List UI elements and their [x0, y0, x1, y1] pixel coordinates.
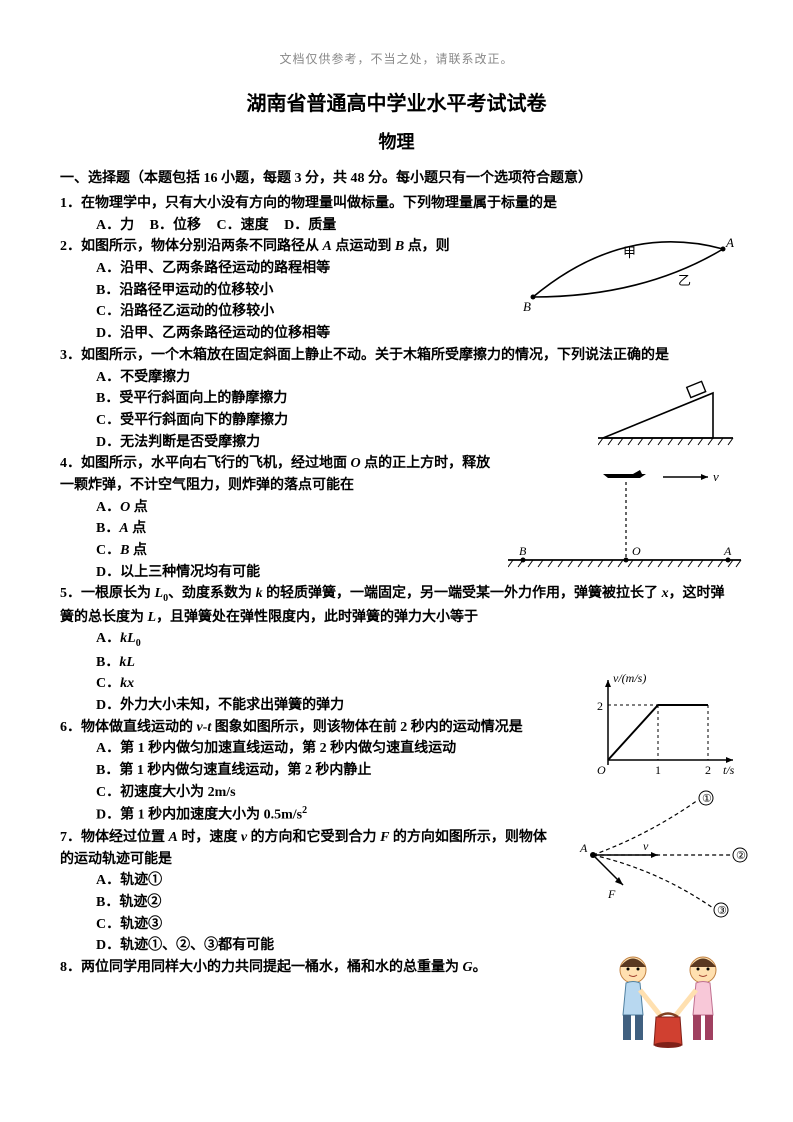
- svg-text:②: ②: [736, 850, 746, 862]
- svg-text:A: A: [579, 841, 588, 855]
- doc-title: 湖南省普通高中学业水平考试试卷: [60, 87, 733, 116]
- svg-text:B: B: [523, 299, 531, 314]
- q1-optB: B．位移: [150, 218, 201, 233]
- svg-text:v: v: [713, 469, 719, 484]
- svg-text:③: ③: [717, 905, 727, 917]
- svg-text:O: O: [597, 763, 606, 777]
- q1-options: A．力 B．位移 C．速度 D．质量: [60, 215, 733, 237]
- svg-text:v/(m/s): v/(m/s): [613, 671, 646, 685]
- q6-optA: A．第 1 秒内做匀加速直线运动，第 2 秒内做匀速直线运动: [96, 738, 583, 760]
- q4-figure: v B O A: [508, 460, 743, 585]
- q7-figure: A v F ① ② ③: [568, 790, 748, 920]
- svg-text:A: A: [725, 237, 734, 250]
- q3-figure: [598, 378, 738, 453]
- q6-optB: B．第 1 秒内做匀速直线运动，第 2 秒内静止: [96, 760, 583, 782]
- q8-figure: [598, 945, 738, 1055]
- svg-text:F: F: [607, 887, 616, 901]
- svg-text:t/s: t/s: [723, 763, 735, 777]
- svg-text:O: O: [632, 544, 641, 558]
- q2-optD: D．沿甲、乙两条路径运动的位移相等: [96, 323, 733, 345]
- q5-stem: 5．一根原长为 L0、劲度系数为 k 的轻质弹簧，一端固定，另一端受某一外力作用…: [60, 583, 733, 628]
- q1-optA: A．力: [96, 218, 134, 233]
- svg-text:A: A: [723, 544, 732, 558]
- q1-optD: D．质量: [284, 218, 336, 233]
- q6-optC: C．初速度大小为 2m/s: [96, 782, 583, 804]
- svg-text:①: ①: [702, 793, 712, 805]
- svg-text:甲: 甲: [623, 245, 636, 260]
- svg-text:v: v: [643, 839, 649, 853]
- section-heading: 一、选择题（本题包括 16 小题，每题 3 分，共 48 分。每小题只有一个选项…: [60, 168, 733, 189]
- q3-stem: 3．如图所示，一个木箱放在固定斜面上静止不动。关于木箱所受摩擦力的情况，下列说法…: [60, 345, 733, 367]
- svg-text:B: B: [519, 544, 527, 558]
- svg-text:2: 2: [705, 763, 711, 777]
- svg-text:2: 2: [597, 699, 603, 713]
- q1-optC: C．速度: [216, 218, 268, 233]
- header-note: 文档仅供参考，不当之处，请联系改正。: [60, 50, 733, 67]
- q6-optD: D．第 1 秒内加速度大小为 0.5m/s2: [96, 803, 583, 826]
- svg-text:乙: 乙: [678, 273, 691, 288]
- q6-figure: v/(m/s) t/s O 2 1 2: [583, 670, 743, 780]
- q5-optA: A．kL0: [96, 628, 733, 651]
- q2-figure: A B 甲 乙: [523, 237, 738, 317]
- q1-stem: 1．在物理学中，只有大小没有方向的物理量叫做标量。下列物理量属于标量的是: [60, 193, 733, 215]
- doc-subtitle: 物理: [60, 128, 733, 154]
- page: 文档仅供参考，不当之处，请联系改正。 湖南省普通高中学业水平考试试卷 物理 一、…: [0, 0, 793, 1122]
- svg-text:1: 1: [655, 763, 661, 777]
